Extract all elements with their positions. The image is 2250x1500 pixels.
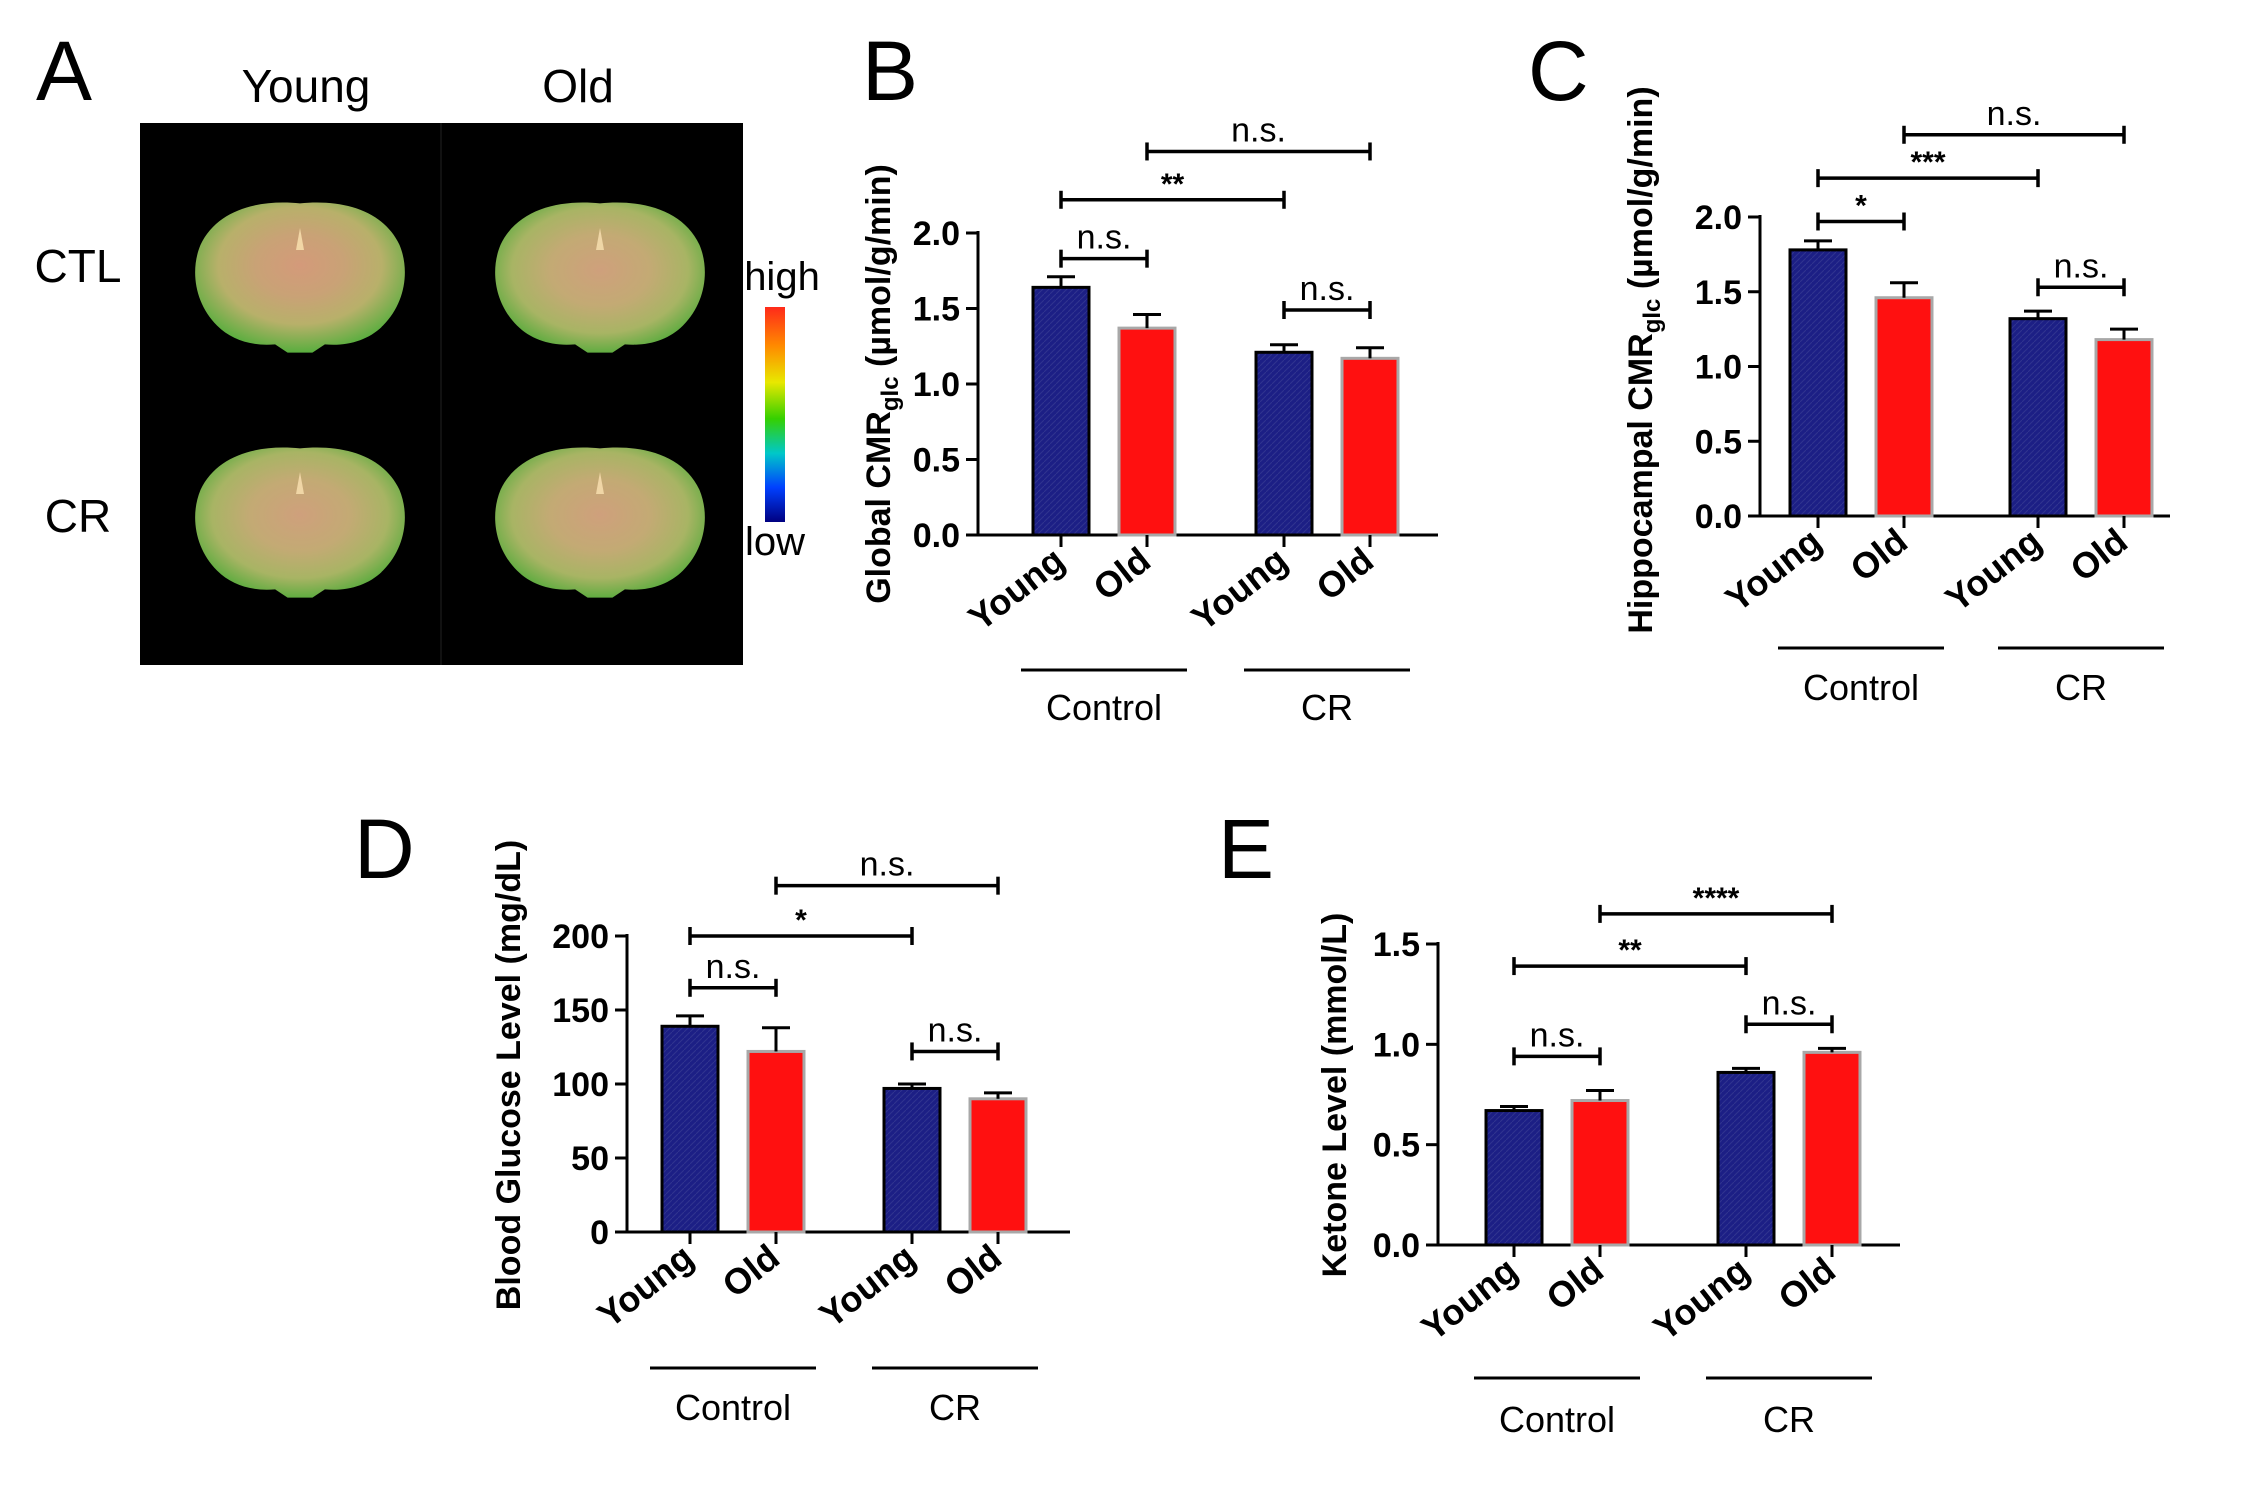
brain-ctl-old <box>495 202 705 353</box>
y-tick-label: 1.5 <box>913 291 960 329</box>
y-axis-label: Ketone Level (mmol/L) <box>1316 913 1354 1278</box>
y-tick-label: 100 <box>552 1066 609 1104</box>
group-label: CR <box>1763 1399 1815 1440</box>
significance-label: n.s. <box>2054 247 2109 285</box>
y-tick-label: 1.5 <box>1373 926 1420 964</box>
bar-old <box>1874 296 1934 518</box>
panel-e-letter: E <box>1218 802 1274 896</box>
x-tick-label: Young <box>812 1236 923 1336</box>
y-tick-label: 0.0 <box>1695 498 1742 536</box>
y-tick-label: 1.0 <box>1373 1026 1420 1064</box>
x-tick-label: Young <box>961 539 1072 639</box>
brain-cr-young <box>195 447 405 598</box>
bar-young <box>1788 248 1848 518</box>
group-label: CR <box>2055 667 2107 708</box>
significance-label: n.s. <box>1530 1016 1585 1054</box>
bar-old <box>746 1049 806 1234</box>
bar-old <box>2094 338 2154 518</box>
colorbar <box>765 307 785 522</box>
panel-c-letter: C <box>1528 24 1589 118</box>
bar-young <box>1254 350 1314 537</box>
x-tick-label: Old <box>1308 539 1381 608</box>
colorbar-high-label: high <box>744 255 820 299</box>
y-axis-label: Blood Glucose Level (mg/dL) <box>490 840 528 1310</box>
x-tick-label: Old <box>1770 1249 1843 1318</box>
x-tick-label: Old <box>714 1236 787 1305</box>
y-tick-label: 0 <box>590 1214 609 1252</box>
significance-label: n.s. <box>1231 111 1286 149</box>
significance-label: n.s. <box>928 1011 983 1049</box>
panel-a-letter: A <box>36 24 92 118</box>
bar-young <box>1031 285 1091 537</box>
x-tick-label: Young <box>1938 520 2049 620</box>
chart-d: 0 50 100 150 200 Blood Glucose Level (mg/dL) Y… <box>490 840 1070 1428</box>
x-tick-label: Young <box>1646 1249 1757 1349</box>
y-tick-label: 1.5 <box>1695 274 1742 312</box>
x-tick-label: Young <box>1414 1249 1525 1349</box>
y-tick-label: 0.0 <box>1373 1227 1420 1265</box>
significance-label: n.s. <box>1987 95 2042 133</box>
y-tick-label: 2.0 <box>913 215 960 253</box>
bar-old <box>1570 1099 1630 1247</box>
bar-young <box>882 1086 942 1234</box>
bar-young <box>660 1024 720 1234</box>
x-tick-label: Old <box>1538 1249 1611 1318</box>
bar-old <box>1340 356 1400 537</box>
significance-label: * <box>1855 189 1867 222</box>
y-tick-label: 50 <box>571 1140 609 1178</box>
bar-old <box>1117 326 1177 537</box>
significance-label: n.s. <box>1300 270 1355 308</box>
group-label: Control <box>1499 1399 1615 1440</box>
brain-ctl-young <box>195 202 405 353</box>
bar-young <box>1484 1109 1544 1247</box>
row-label-ctl: CTL <box>35 240 122 292</box>
x-tick-label: Old <box>2062 520 2135 589</box>
col-label-young: Young <box>242 60 371 112</box>
x-tick-label: Young <box>1184 539 1295 639</box>
row-label-cr: CR <box>45 490 111 542</box>
x-tick-label: Old <box>936 1236 1009 1305</box>
y-tick-label: 200 <box>552 918 609 956</box>
bar-young <box>1716 1070 1776 1247</box>
group-label: Control <box>675 1387 791 1428</box>
significance-label: n.s. <box>706 948 761 986</box>
colorbar-low-label: low <box>745 520 805 564</box>
y-tick-label: 1.0 <box>1695 349 1742 387</box>
y-tick-label: 0.5 <box>1695 423 1742 461</box>
significance-label: n.s. <box>1077 219 1132 257</box>
significance-label: ** <box>1161 168 1185 201</box>
y-tick-label: 2.0 <box>1695 199 1742 237</box>
significance-label: ** <box>1618 934 1642 967</box>
y-tick-label: 0.5 <box>1373 1127 1420 1165</box>
panel-d-letter: D <box>354 802 415 896</box>
significance-label: n.s. <box>1762 984 1817 1022</box>
panel-a: A Young Old CTL CR high low <box>35 24 820 665</box>
group-label: Control <box>1803 667 1919 708</box>
bar-old <box>968 1097 1028 1234</box>
y-axis-label: Hippocampal CMRglc (µmol/g/min) <box>1622 86 1666 633</box>
x-tick-label: Old <box>1085 539 1158 608</box>
col-label-old: Old <box>542 60 614 112</box>
group-label: CR <box>1301 687 1353 728</box>
significance-label: **** <box>1693 882 1740 915</box>
bar-young <box>2008 317 2068 518</box>
brain-cr-old <box>495 447 705 598</box>
y-tick-label: 0.5 <box>913 442 960 480</box>
bar-old <box>1802 1050 1862 1247</box>
y-tick-label: 150 <box>552 992 609 1030</box>
x-tick-label: Old <box>1842 520 1915 589</box>
panel-b-letter: B <box>862 24 918 118</box>
significance-label: *** <box>1910 146 1945 179</box>
y-tick-label: 1.0 <box>913 366 960 404</box>
significance-label: n.s. <box>860 846 915 884</box>
significance-label: * <box>795 904 807 937</box>
y-tick-label: 0.0 <box>913 517 960 555</box>
group-label: CR <box>929 1387 981 1428</box>
chart-c: 0.0 0.5 1.0 1.5 2.0 Hippocampal CMRglc (µmol/… <box>1622 86 2170 708</box>
group-label: Control <box>1046 687 1162 728</box>
y-axis-label: Global CMRglc (µmol/g/min) <box>860 164 904 604</box>
